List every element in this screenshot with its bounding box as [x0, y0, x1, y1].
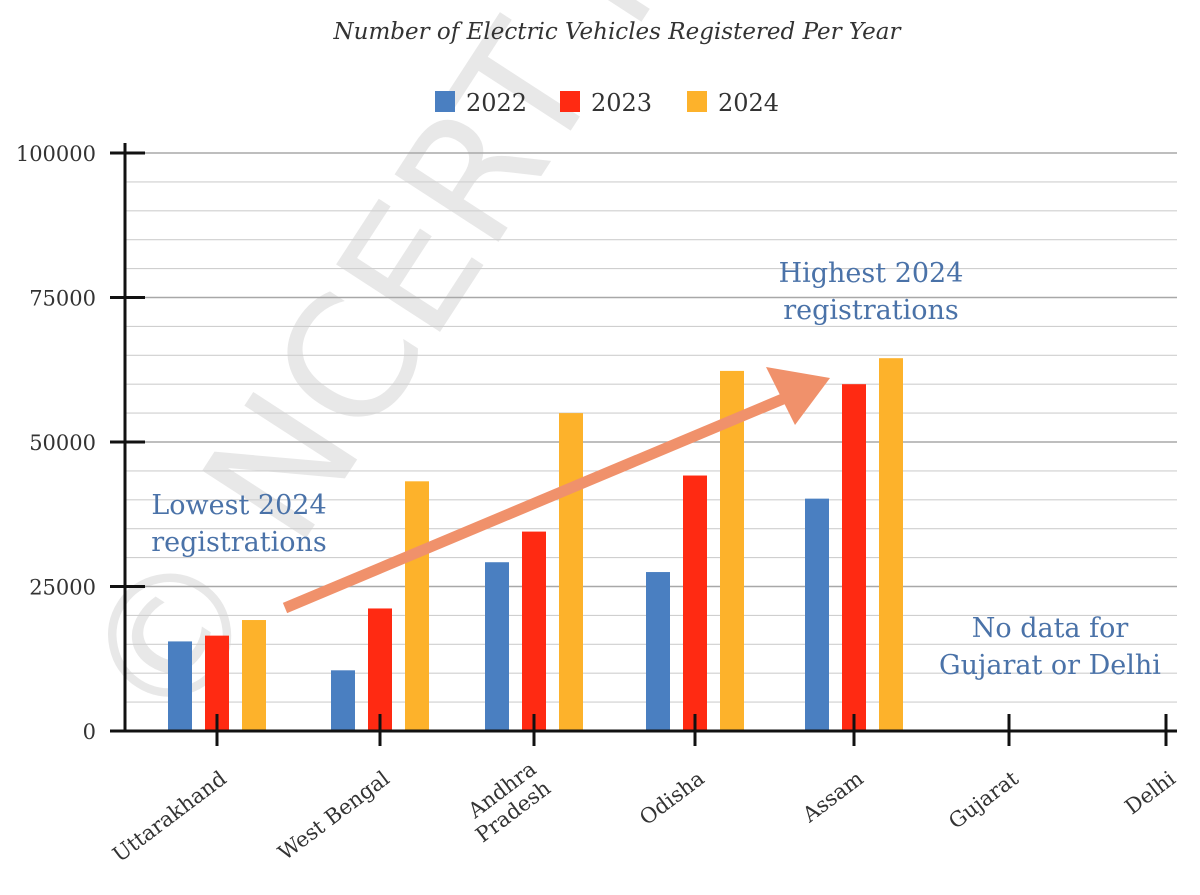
annotation-nodata: No data for Gujarat or Delhi [939, 613, 1161, 681]
bar-2022-assam [805, 498, 829, 731]
annotation-line: Highest 2024 [779, 258, 964, 289]
trend-arrow [282, 367, 830, 614]
bar-2024-assam [879, 358, 903, 731]
bar-2023-odisha [683, 475, 707, 731]
y-axis-tick-labels: 0 25000 50000 75000 100000 [16, 142, 96, 744]
bars [168, 358, 903, 731]
y-tick-label: 50000 [29, 431, 96, 455]
legend-label-2022: 2022 [466, 89, 527, 117]
x-label-assam: Assam [797, 766, 868, 827]
chart-title: Number of Electric Vehicles Registered P… [333, 19, 903, 45]
x-label-line: Delhi [1120, 766, 1180, 819]
x-label-line: Gujarat [944, 766, 1023, 834]
legend-swatch-2022 [435, 91, 455, 112]
bar-2024-odisha [720, 370, 744, 731]
y-tick-label: 100000 [16, 142, 96, 166]
x-axis-category-labels: Uttarakhand West Bengal AndhraPradesh Odish… [108, 757, 1180, 867]
x-label-uttarakhand: Uttarakhand [108, 766, 231, 867]
legend-label-2024: 2024 [718, 89, 779, 117]
bar-2023-assam [842, 384, 866, 731]
annotation-line: No data for [972, 613, 1129, 644]
bar-2022-west-bengal [331, 670, 355, 731]
annotation-highest: Highest 2024 registrations [779, 258, 964, 326]
axes [110, 143, 1177, 746]
x-label-line: Assam [797, 766, 868, 827]
annotation-lowest: Lowest 2024 registrations [151, 490, 327, 558]
x-label-line: Uttarakhand [108, 766, 231, 867]
trend-arrow-shaft [282, 390, 793, 614]
legend-swatch-2023 [560, 91, 580, 112]
x-label-line: Odisha [635, 766, 709, 830]
x-label-line: West Bengal [274, 766, 394, 865]
annotation-line: registrations [783, 295, 959, 326]
bar-2024-andhra-pradesh [559, 413, 583, 731]
bar-2022-odisha [646, 572, 670, 731]
legend: 2022 2023 2024 [435, 89, 779, 117]
bar-2022-andhra-pradesh [485, 562, 509, 731]
y-tick-label: 0 [83, 720, 96, 744]
bar-2023-andhra-pradesh [522, 531, 546, 731]
legend-swatch-2024 [687, 91, 707, 112]
annotation-line: Gujarat or Delhi [939, 650, 1161, 681]
annotations: Lowest 2024 registrations Highest 2024 regi… [151, 258, 1161, 681]
y-tick-label: 25000 [29, 576, 96, 600]
bar-2023-west-bengal [368, 608, 392, 731]
bar-2022-uttarakhand [168, 641, 192, 731]
x-label-delhi: Delhi [1120, 766, 1180, 819]
bar-2024-west-bengal [405, 481, 429, 731]
y-tick-label: 75000 [29, 287, 96, 311]
gridlines [125, 152, 1177, 703]
annotation-line: Lowest 2024 [151, 490, 326, 521]
x-label-gujarat: Gujarat [944, 766, 1023, 834]
x-label-odisha: Odisha [635, 766, 709, 830]
trend-arrow-head [766, 367, 830, 425]
x-label-andhra-pradesh: AndhraPradesh [457, 757, 555, 848]
annotation-line: registrations [151, 527, 327, 558]
x-label-west-bengal: West Bengal [274, 766, 394, 865]
legend-label-2023: 2023 [591, 89, 652, 117]
bar-2024-uttarakhand [242, 620, 266, 731]
